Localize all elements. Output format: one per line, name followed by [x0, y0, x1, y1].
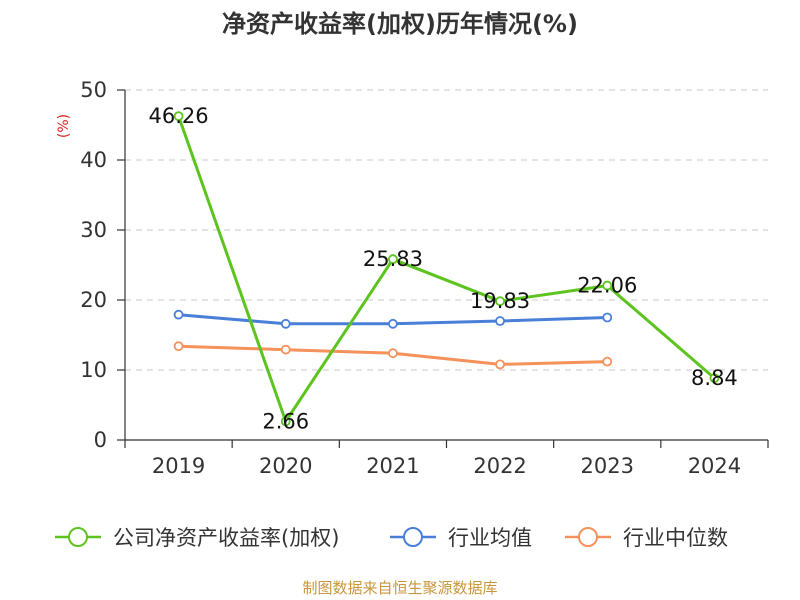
data-label: 25.83	[363, 247, 423, 271]
data-point	[388, 254, 398, 265]
y-unit-label: (%)	[56, 114, 72, 138]
data-point	[602, 356, 613, 367]
data-point	[602, 312, 613, 323]
y-tick-label: 50	[80, 78, 107, 102]
legend-swatch-marker	[578, 527, 598, 547]
legend-item-label: 行业中位数	[623, 526, 728, 550]
y-tick-label: 40	[80, 148, 107, 172]
data-label: 2.66	[262, 409, 309, 433]
series-line-0	[177, 115, 716, 423]
data-label: 22.06	[577, 274, 637, 298]
data-point	[602, 280, 613, 291]
y-tick-label: 10	[80, 358, 107, 382]
data-label: 19.83	[470, 289, 530, 313]
y-tick-label: 30	[80, 218, 107, 242]
source-note: 制图数据来自恒生聚源数据库	[302, 579, 497, 597]
data-point	[709, 373, 720, 384]
data-label: 8.84	[691, 366, 738, 390]
data-point	[388, 318, 398, 329]
x-tick-label: 2024	[688, 454, 741, 478]
y-tick-label: 20	[80, 288, 107, 312]
data-point	[173, 309, 184, 320]
grid-lines	[125, 89, 768, 371]
data-point	[495, 316, 505, 326]
y-tick-label: 0	[94, 428, 107, 452]
data-point	[495, 359, 505, 370]
data-point	[495, 296, 505, 307]
axes: 0 10 20 30 40 50 2019 2020 2021 2022 2023 2024	[80, 78, 769, 478]
legend-item-label: 行业均值	[448, 526, 532, 550]
data-point	[280, 416, 291, 427]
legend-item-label: 公司净资产收益率(加权)	[113, 526, 339, 550]
x-tick-label: 2021	[366, 454, 419, 478]
x-tick-label: 2022	[473, 454, 526, 478]
data-point	[173, 341, 184, 352]
data-labels: 46.26 2.66 25.83 19.83 22.06 8.84	[149, 104, 738, 433]
x-tick-label: 2023	[581, 454, 634, 478]
data-point	[173, 111, 184, 122]
x-tick-label: 2019	[152, 454, 205, 478]
data-label: 46.26	[149, 104, 209, 128]
data-point	[280, 344, 291, 355]
legend-swatch-marker	[68, 527, 88, 547]
legend[interactable]: 公司净资产收益率(加权) 行业均值 行业中位数	[55, 526, 728, 550]
chart-title: 净资产收益率(加权)历年情况(%)	[222, 10, 578, 38]
legend-swatch-marker	[403, 527, 423, 547]
data-point	[388, 348, 398, 359]
x-tick-label: 2020	[259, 454, 312, 478]
data-point	[280, 318, 291, 329]
series-layer	[173, 111, 720, 427]
